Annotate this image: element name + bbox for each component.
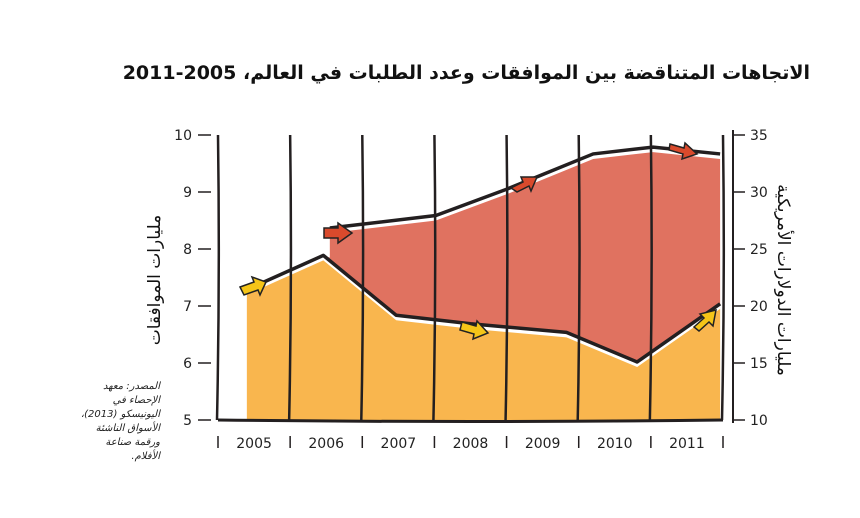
right-tick-label: 15 (750, 356, 768, 372)
year-divider (432, 134, 437, 421)
year-divider (576, 134, 581, 421)
x-tick-label: 2008 (453, 436, 489, 452)
year-divider (504, 134, 509, 421)
left-tick-label: 5 (183, 413, 192, 429)
right-tick-label: 20 (750, 299, 768, 315)
x-tick-label: 2011 (669, 436, 705, 452)
source-note: المصدر: معهد الإحصاء في اليونيسكو (2013)… (80, 381, 160, 462)
year-divider (720, 134, 726, 421)
left-axis-label: مليارات الموافقات (145, 215, 165, 346)
left-tick-label: 6 (183, 356, 192, 372)
x-tick-label: 2007 (381, 436, 417, 452)
year-divider (215, 134, 221, 421)
red-arrow-icon (668, 141, 699, 161)
yellow-arrow-icon (692, 308, 717, 332)
x-tick-label: 2009 (525, 436, 561, 452)
left-tick-label: 9 (183, 185, 192, 201)
right-tick-label: 35 (750, 128, 768, 144)
left-tick-label: 8 (183, 242, 192, 258)
left-tick-label: 10 (174, 128, 192, 144)
year-divider (648, 134, 653, 421)
left-tick-label: 7 (183, 299, 192, 315)
x-tick-label: 2005 (236, 436, 272, 452)
usd-line (329, 145, 721, 230)
right-tick-label: 25 (750, 242, 768, 258)
approvals-area (246, 260, 721, 420)
usd-area (323, 152, 721, 363)
year-divider (287, 134, 293, 421)
baseline (217, 418, 724, 423)
x-tick-label: 2006 (308, 436, 344, 452)
yellow-arrow-icon (459, 319, 490, 341)
red-arrow-icon (323, 221, 354, 245)
x-tick-label: 2010 (597, 436, 633, 452)
right-tick-label: 30 (750, 185, 768, 201)
yellow-arrow-icon (238, 275, 268, 297)
right-tick-label: 10 (750, 413, 768, 429)
red-arrow-icon (509, 176, 539, 193)
chart-title: الاتجاهات المتناقضة بين الموافقات وعدد ا… (122, 62, 810, 84)
year-divider (360, 134, 365, 421)
right-axis-label: مليارات الدولارات الأمريكية (773, 184, 794, 376)
